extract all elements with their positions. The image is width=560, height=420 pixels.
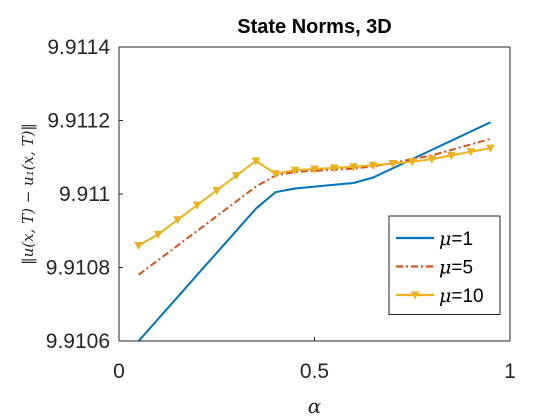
y-axis-label: ‖u(x, T) − u₁(x, T)‖ [19,123,37,265]
data-point-10 [212,186,222,195]
legend-label-10: μ=10 [439,285,484,307]
data-point-10 [349,163,358,172]
chart-title: State Norms, 3D [237,16,392,38]
data-point-10 [310,165,319,174]
data-point-10 [231,172,241,181]
y-tick-label: 9.9114 [47,36,110,59]
y-tick-label: 9.9112 [47,110,110,133]
x-tick-label: 1 [504,360,516,383]
legend: μ=1 μ=5 μ=10 [388,215,501,315]
legend-label-1: μ=1 [439,228,473,250]
y-tick-label: 9.9106 [46,330,110,353]
data-point-10 [173,216,182,225]
data-point-10 [271,170,280,179]
y-tick-label: 9.911 [59,183,110,206]
data-point-10 [290,166,300,175]
x-ticks: 0 0.5 1 [113,337,516,383]
data-point-10 [251,157,261,166]
data-point-10 [447,151,456,160]
x-tick-label: 0 [113,360,125,383]
data-point-10 [427,155,437,164]
data-point-10 [368,161,378,170]
data-point-10 [407,158,417,167]
data-point-10 [134,241,143,251]
legend-label-5: μ=5 [439,257,473,279]
data-point-10 [329,164,339,173]
x-tick-label: 0.5 [300,360,329,383]
series-layer [134,121,495,342]
legend-box [388,215,501,315]
y-tick-label: 9.9108 [46,257,110,280]
legend-marker-10 [410,291,420,300]
series-line-1 [137,121,491,342]
data-point-10 [466,148,476,157]
x-axis-label: α [308,394,322,418]
data-point-10 [486,144,495,153]
data-point-10 [388,159,398,169]
data-point-10 [192,201,202,210]
y-ticks: 9.9106 9.9108 9.911 9.9112 9.9114 [46,36,123,353]
data-point-10 [153,230,163,239]
